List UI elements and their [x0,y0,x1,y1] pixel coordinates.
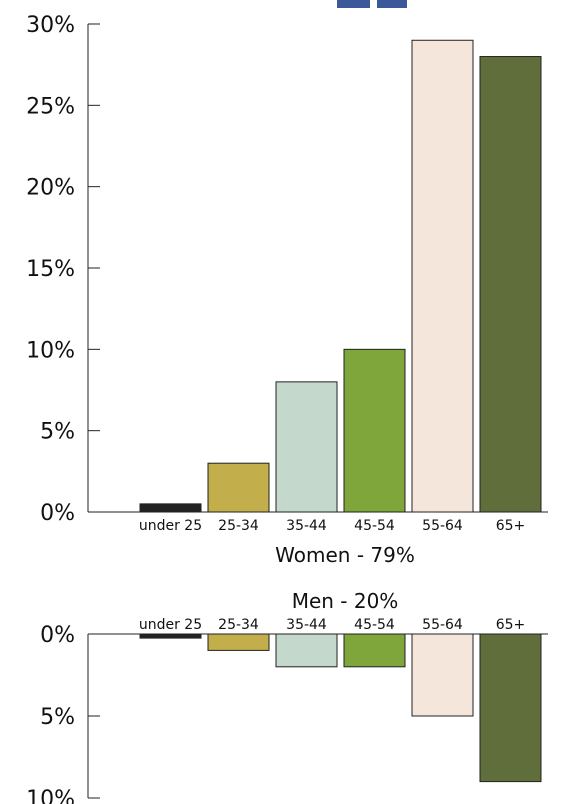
men-category-label: 55-64 [422,617,463,633]
women-category-label: 25-34 [218,518,259,534]
men-bar-55-64 [411,633,474,717]
women-bar-25-34 [207,462,270,513]
women-bar-under-25 [139,503,202,513]
women-y-tick-label: 25% [26,94,75,119]
men-category-label: under 25 [139,617,202,633]
women-category-label: under 25 [139,518,202,534]
women-category-label: 65+ [496,518,526,534]
women-category-label: 45-54 [354,518,395,534]
men-panel: 0% 5% 10% under 25 25-34 35-44 45-54 55-64 65+ [26,617,548,804]
men-category-label: 25-34 [218,617,259,633]
women-bar-65plus [479,56,542,513]
women-panel-label: Women - 79% [275,543,415,567]
logo-block-right [377,0,407,8]
women-y-tick-label: 0% [40,501,75,526]
men-bar-65plus [479,633,542,783]
women-category-label: 35-44 [286,518,327,534]
women-bar-35-44 [275,381,338,513]
women-y-tick-label: 20% [26,176,75,201]
women-y-tick-label: 10% [26,338,75,363]
men-bar-45-54 [343,633,406,668]
men-bar-35-44 [275,633,338,668]
women-category-label: 55-64 [422,518,463,534]
men-bar-25-34 [207,633,270,651]
men-y-tick-label: 10% [26,787,75,804]
women-y-tick-label: 30% [26,13,75,38]
men-category-label: 45-54 [354,617,395,633]
women-y-tick-label: 15% [26,257,75,282]
men-panel-label: Men - 20% [292,589,399,613]
men-y-tick-label: 5% [40,705,75,730]
logo-block-left [337,0,370,8]
women-y-tick-label: 5% [40,420,75,445]
men-bar-under-25 [139,633,202,639]
logo [337,0,407,8]
women-bar-55-64 [411,39,474,513]
women-panel: 0% 5% 10% 15% 20% 25% 30% under 25 25-34 35-44 45-… [26,13,548,534]
men-y-tick-label: 0% [40,623,75,648]
women-bar-45-54 [343,348,406,513]
men-category-label: 35-44 [286,617,327,633]
men-category-label: 65+ [496,617,526,633]
